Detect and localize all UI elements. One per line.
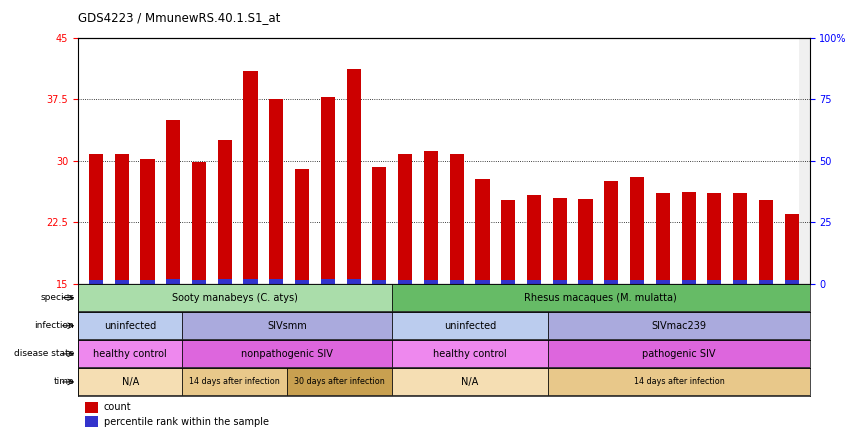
- Text: healthy control: healthy control: [94, 349, 167, 359]
- Bar: [372, 167, 386, 284]
- Bar: [192, 280, 206, 284]
- Bar: [295, 280, 309, 284]
- Text: uninfected: uninfected: [444, 321, 496, 331]
- Bar: [604, 280, 618, 284]
- Bar: [391, 341, 548, 367]
- Bar: [785, 280, 798, 284]
- Bar: [656, 194, 670, 284]
- Bar: [475, 280, 489, 284]
- Text: Sooty manabeys (C. atys): Sooty manabeys (C. atys): [171, 293, 298, 303]
- Bar: [78, 312, 183, 339]
- Bar: [548, 369, 810, 396]
- Bar: [78, 341, 183, 367]
- Text: 14 days after infection: 14 days after infection: [190, 377, 280, 386]
- Bar: [114, 154, 129, 284]
- Bar: [656, 280, 670, 284]
- Bar: [578, 280, 592, 284]
- Bar: [449, 280, 464, 284]
- Bar: [85, 401, 99, 412]
- Bar: [682, 192, 695, 284]
- Bar: [372, 280, 386, 284]
- Text: GDS4223 / MmunewRS.40.1.S1_at: GDS4223 / MmunewRS.40.1.S1_at: [78, 12, 281, 24]
- Bar: [527, 280, 541, 284]
- Bar: [166, 120, 180, 284]
- Bar: [501, 280, 515, 284]
- Bar: [243, 279, 258, 284]
- Bar: [78, 284, 391, 311]
- Text: Rhesus macaques (M. mulatta): Rhesus macaques (M. mulatta): [524, 293, 677, 303]
- Bar: [682, 280, 695, 284]
- Text: SIVmac239: SIVmac239: [651, 321, 707, 331]
- Bar: [295, 169, 309, 284]
- Text: species: species: [41, 293, 74, 302]
- Text: SIVsmm: SIVsmm: [267, 321, 307, 331]
- Bar: [759, 200, 773, 284]
- Bar: [183, 312, 391, 339]
- Bar: [423, 280, 438, 284]
- Bar: [501, 200, 515, 284]
- Bar: [630, 177, 644, 284]
- Text: healthy control: healthy control: [433, 349, 507, 359]
- Bar: [287, 369, 391, 396]
- Bar: [449, 154, 464, 284]
- Bar: [183, 341, 391, 367]
- Text: pathogenic SIV: pathogenic SIV: [643, 349, 716, 359]
- Text: time: time: [54, 377, 74, 386]
- Bar: [346, 69, 361, 284]
- Bar: [320, 279, 335, 284]
- Bar: [527, 195, 541, 284]
- Bar: [733, 280, 747, 284]
- Bar: [217, 279, 232, 284]
- Bar: [85, 416, 99, 428]
- Bar: [708, 194, 721, 284]
- Bar: [398, 154, 412, 284]
- Bar: [553, 280, 567, 284]
- Bar: [391, 369, 548, 396]
- Bar: [243, 71, 258, 284]
- Text: count: count: [104, 402, 131, 412]
- Bar: [578, 199, 592, 284]
- Bar: [423, 151, 438, 284]
- Text: N/A: N/A: [462, 377, 479, 387]
- Bar: [733, 194, 747, 284]
- Text: uninfected: uninfected: [104, 321, 157, 331]
- Bar: [548, 312, 810, 339]
- Text: disease state: disease state: [14, 349, 74, 358]
- Bar: [183, 369, 287, 396]
- Bar: [269, 99, 283, 284]
- Text: 30 days after infection: 30 days after infection: [294, 377, 385, 386]
- Bar: [630, 280, 644, 284]
- Bar: [269, 279, 283, 284]
- Text: infection: infection: [35, 321, 74, 330]
- Bar: [759, 280, 773, 284]
- Bar: [548, 341, 810, 367]
- Bar: [78, 369, 183, 396]
- Bar: [140, 159, 155, 284]
- Text: percentile rank within the sample: percentile rank within the sample: [104, 417, 268, 427]
- Bar: [604, 181, 618, 284]
- Bar: [192, 163, 206, 284]
- Bar: [553, 198, 567, 284]
- Text: 14 days after infection: 14 days after infection: [634, 377, 725, 386]
- Bar: [708, 280, 721, 284]
- Bar: [346, 279, 361, 284]
- Bar: [398, 280, 412, 284]
- Bar: [320, 97, 335, 284]
- Bar: [140, 280, 155, 284]
- Bar: [391, 284, 810, 311]
- Bar: [785, 214, 798, 284]
- Bar: [114, 280, 129, 284]
- Bar: [475, 178, 489, 284]
- Bar: [89, 280, 103, 284]
- Bar: [391, 312, 548, 339]
- Text: nonpathogenic SIV: nonpathogenic SIV: [241, 349, 333, 359]
- Bar: [217, 140, 232, 284]
- Bar: [89, 154, 103, 284]
- Text: N/A: N/A: [121, 377, 139, 387]
- Bar: [166, 279, 180, 284]
